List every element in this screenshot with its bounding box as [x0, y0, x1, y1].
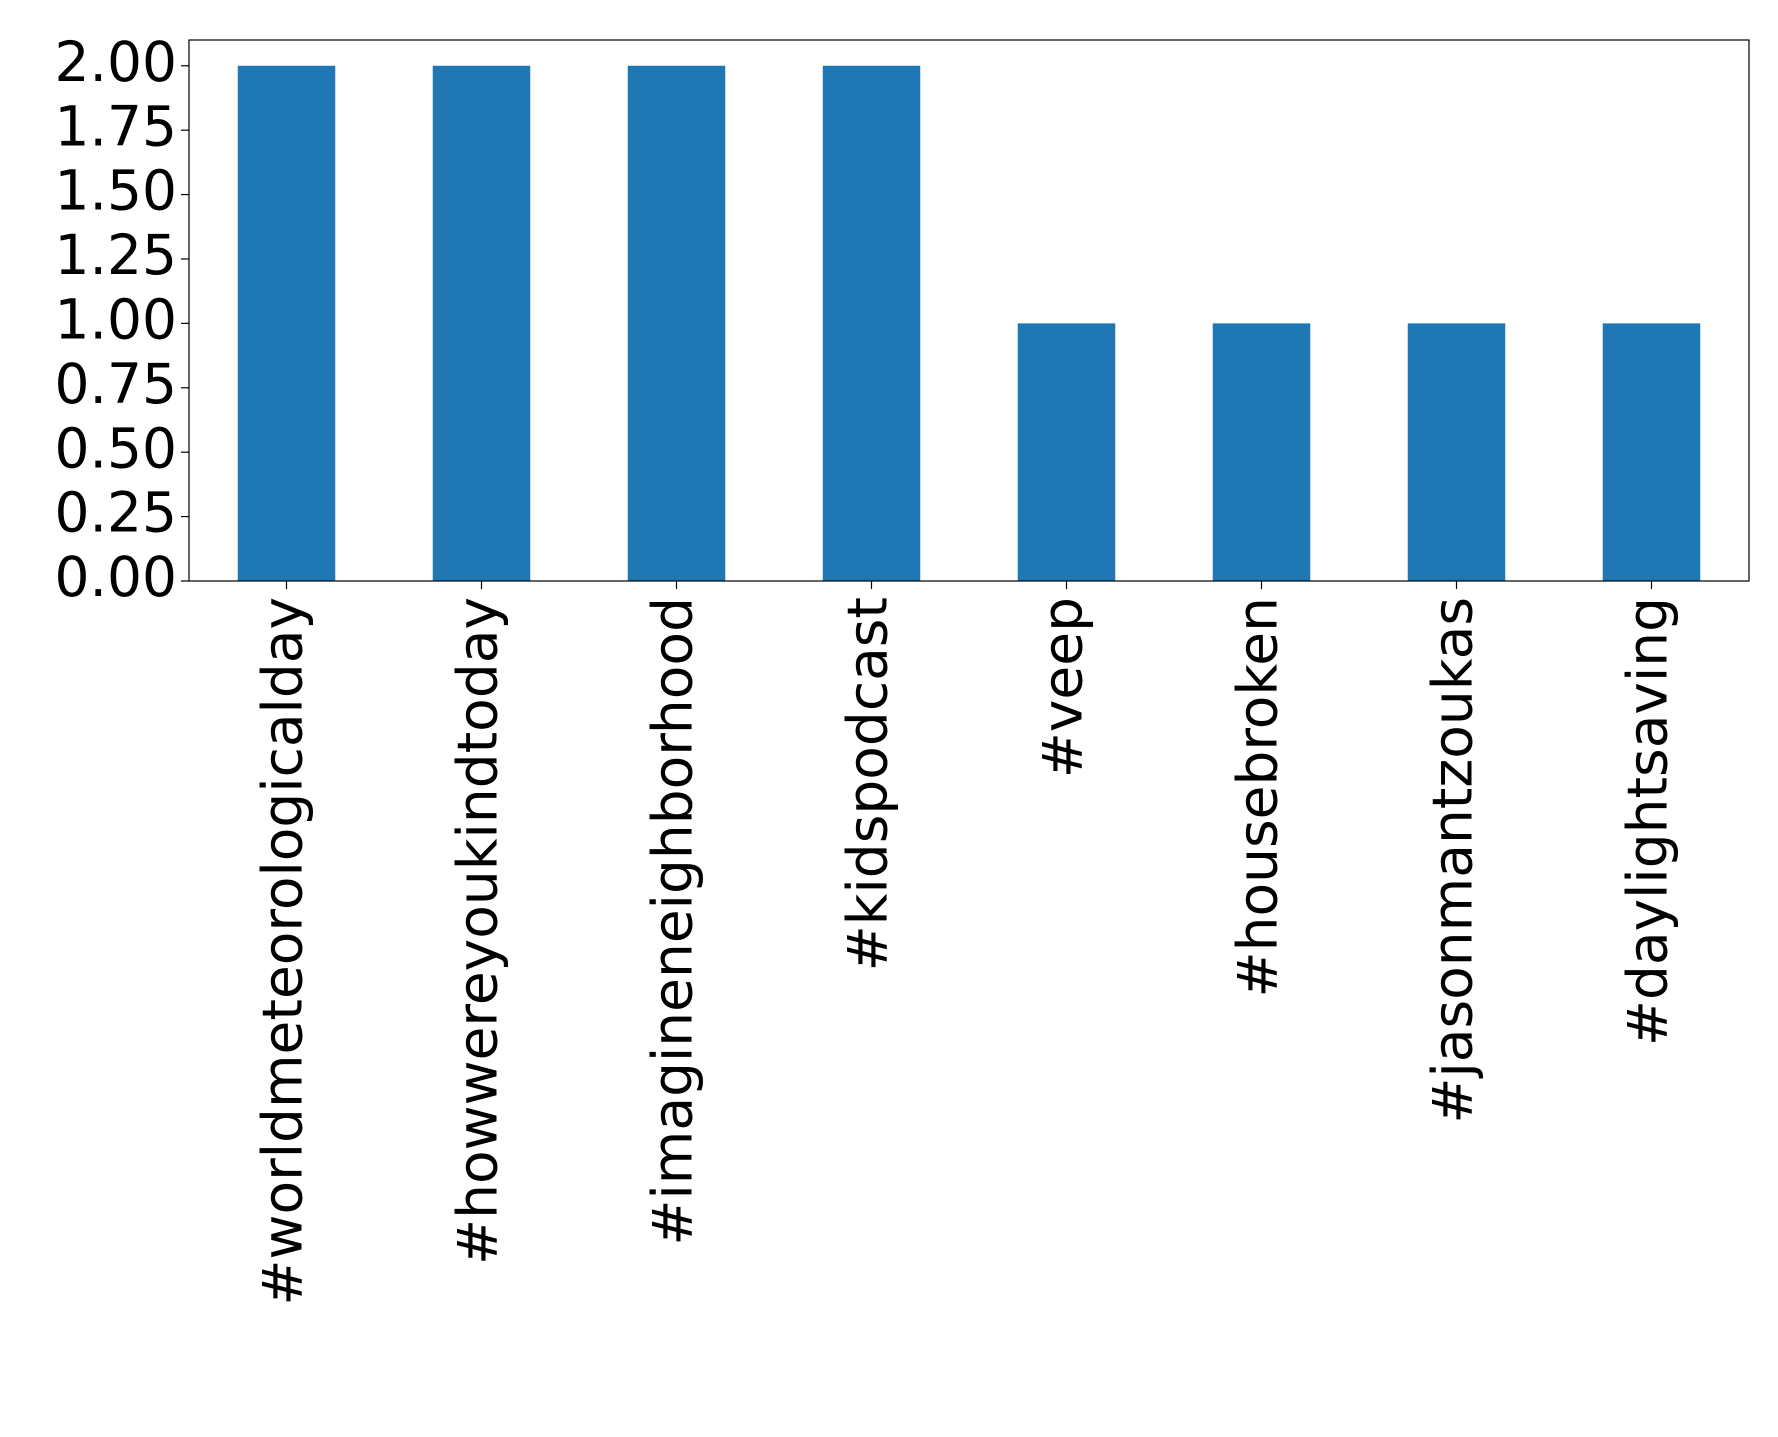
- plot-frame: [188, 39, 1750, 582]
- bar: [1407, 323, 1506, 581]
- bar: [1602, 323, 1701, 581]
- bar: [1017, 323, 1116, 581]
- bar: [432, 65, 531, 581]
- x-tick-label: #housebroken: [1226, 597, 1290, 998]
- y-tick-label: 2.00: [55, 30, 177, 94]
- y-tick-label: 0.00: [55, 545, 177, 609]
- x-tick-label: #howwereyoukindtoday: [446, 597, 510, 1265]
- x-tick-label: #jasonmantzoukas: [1421, 597, 1485, 1124]
- y-tick-label: 1.75: [55, 94, 177, 158]
- y-tick-label: 0.75: [55, 352, 177, 416]
- bar: [822, 65, 921, 581]
- y-tick-label: 1.25: [55, 223, 177, 287]
- y-tick-label: 0.25: [55, 481, 177, 545]
- x-tick-label: #kidspodcast: [836, 597, 900, 971]
- x-tick-label: #veep: [1031, 597, 1095, 778]
- x-tick-label: #worldmeteorologicalday: [251, 597, 315, 1306]
- x-tick-label: #daylightsaving: [1616, 597, 1680, 1046]
- x-tick-label: #imagineneighborhood: [641, 597, 705, 1246]
- y-tick-label: 0.50: [55, 416, 177, 480]
- y-tick-label: 1.00: [55, 288, 177, 352]
- bar: [1212, 323, 1311, 581]
- bar: [627, 65, 726, 581]
- y-tick-label: 1.50: [55, 159, 177, 223]
- bar: [237, 65, 336, 581]
